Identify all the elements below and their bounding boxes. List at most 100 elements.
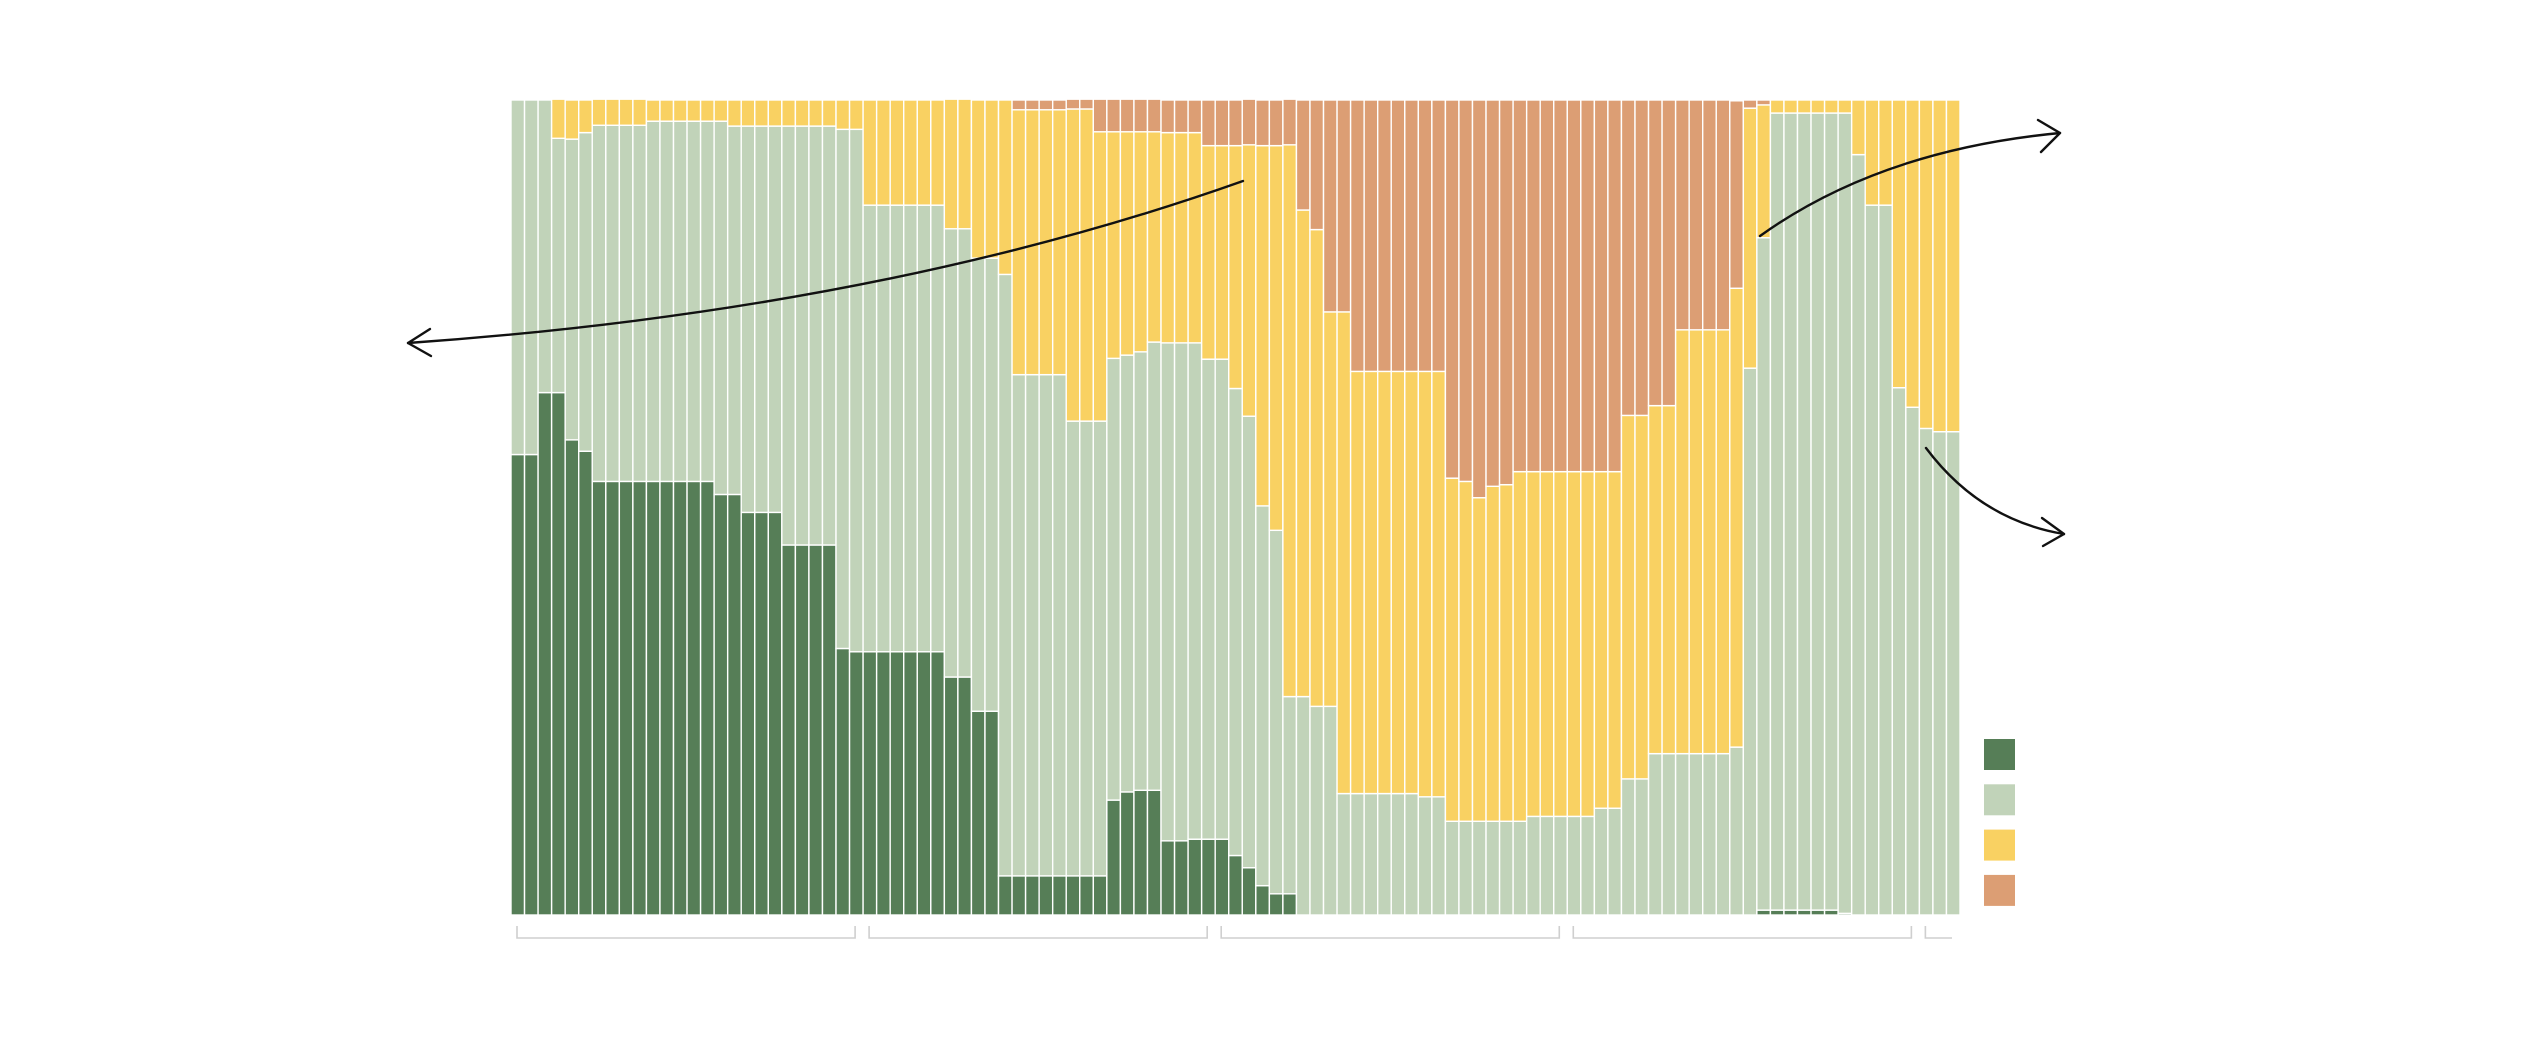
bar-segment xyxy=(1106,357,1122,801)
bar-segment xyxy=(618,98,634,126)
bar-segment xyxy=(794,544,810,916)
bar-segment xyxy=(1309,705,1325,916)
bar-segment xyxy=(1539,815,1555,916)
bar-segment xyxy=(578,131,593,452)
bar-segment xyxy=(1119,131,1135,356)
bar-segment xyxy=(970,99,986,259)
bar-segment xyxy=(605,480,621,916)
bar-segment xyxy=(1241,867,1257,916)
bar-segment xyxy=(1674,99,1690,331)
bar-segment xyxy=(984,99,1000,259)
bar-segment xyxy=(1444,99,1460,479)
legend-swatch xyxy=(1984,784,2015,816)
bar-segment xyxy=(740,99,756,127)
bar-segment xyxy=(1634,778,1650,916)
bar-segment xyxy=(1688,752,1704,916)
bar-segment xyxy=(997,875,1013,916)
bar-segment xyxy=(1850,153,1866,916)
bar-segment xyxy=(808,99,824,127)
bar-segment xyxy=(1553,470,1568,818)
bar-segment xyxy=(1661,752,1677,916)
bar-segment xyxy=(1376,792,1392,916)
bar-segment xyxy=(1241,415,1257,869)
arrow xyxy=(1924,446,2066,536)
bar-segment xyxy=(618,480,634,916)
bar-segment xyxy=(889,651,905,916)
bar-segment xyxy=(1729,100,1745,289)
bar-segment xyxy=(916,99,932,206)
bar-segment xyxy=(1593,470,1609,809)
arrow-head xyxy=(2040,516,2066,548)
bar-segment xyxy=(1309,99,1325,231)
bar-segment xyxy=(1065,98,1081,110)
bar-segment xyxy=(699,480,715,916)
bar-segment xyxy=(889,204,905,653)
bar-segment xyxy=(848,99,864,131)
group-brackets xyxy=(516,926,1952,939)
bar-segment xyxy=(1011,109,1027,376)
bar-segment xyxy=(875,651,891,916)
bar-segment xyxy=(1268,144,1284,532)
bar-segment xyxy=(1485,485,1501,822)
bar-segment xyxy=(1146,341,1162,792)
bar-segment xyxy=(510,99,526,456)
bar-segment xyxy=(537,391,553,916)
bar-segment xyxy=(1255,505,1271,887)
bar-segment xyxy=(1133,351,1149,792)
bar-segment xyxy=(1837,99,1853,114)
bar-segment xyxy=(1187,838,1203,916)
bar-segment xyxy=(1796,112,1812,911)
bar-segment xyxy=(1282,695,1298,895)
bar-segment xyxy=(1146,131,1162,343)
bar-segment xyxy=(1756,909,1772,916)
bar-segment xyxy=(930,99,946,206)
bar-segment xyxy=(1173,131,1189,344)
bar-segment xyxy=(523,99,539,456)
group-bracket xyxy=(1572,926,1913,939)
bar-segment xyxy=(1200,358,1216,840)
bar-segment xyxy=(618,124,634,483)
bar-segment xyxy=(1702,752,1717,916)
bar-segment xyxy=(916,651,932,916)
bar-segment xyxy=(1160,342,1176,842)
bar-segment xyxy=(1092,98,1108,133)
bar-segment xyxy=(1173,840,1189,916)
legend-swatch xyxy=(1984,829,2015,861)
bar-segment xyxy=(1255,884,1271,916)
bar-segment xyxy=(997,273,1013,877)
bar-segment xyxy=(903,651,918,916)
bar-segment xyxy=(1187,99,1203,134)
bar-segment xyxy=(1079,108,1095,422)
bar-segment xyxy=(591,124,607,483)
bar-segment xyxy=(1661,99,1677,407)
bar-segment xyxy=(1498,483,1514,822)
bar-segment xyxy=(672,480,688,916)
bar-segment xyxy=(740,125,756,514)
bar-segment xyxy=(821,99,837,127)
bar-segment xyxy=(1674,329,1690,755)
bar-segment xyxy=(686,480,702,916)
bar-segment xyxy=(1255,144,1271,507)
bar-segment xyxy=(943,98,959,230)
bar-segment xyxy=(1092,875,1108,916)
bar-segment xyxy=(1891,386,1907,916)
bar-segment xyxy=(1431,99,1447,373)
bar-segment xyxy=(1783,112,1799,911)
bar-segment xyxy=(1106,131,1122,360)
bar-segment xyxy=(550,98,566,140)
bar-segment xyxy=(1485,99,1501,488)
bar-segment xyxy=(862,99,878,206)
bar-segment xyxy=(957,228,973,678)
bar-segment xyxy=(1038,99,1054,111)
bar-segment xyxy=(1363,99,1379,373)
bar-segment xyxy=(1119,98,1135,133)
bar-segment xyxy=(1580,99,1596,473)
bar-segment xyxy=(1160,131,1176,344)
bar-segment xyxy=(1512,470,1528,822)
bar-segment xyxy=(1729,746,1745,916)
bar-segment xyxy=(794,99,810,127)
bar-segment xyxy=(1173,99,1189,134)
bar-segment xyxy=(1268,529,1284,895)
bar-segment xyxy=(1200,838,1216,916)
bar-segment xyxy=(984,257,1000,712)
